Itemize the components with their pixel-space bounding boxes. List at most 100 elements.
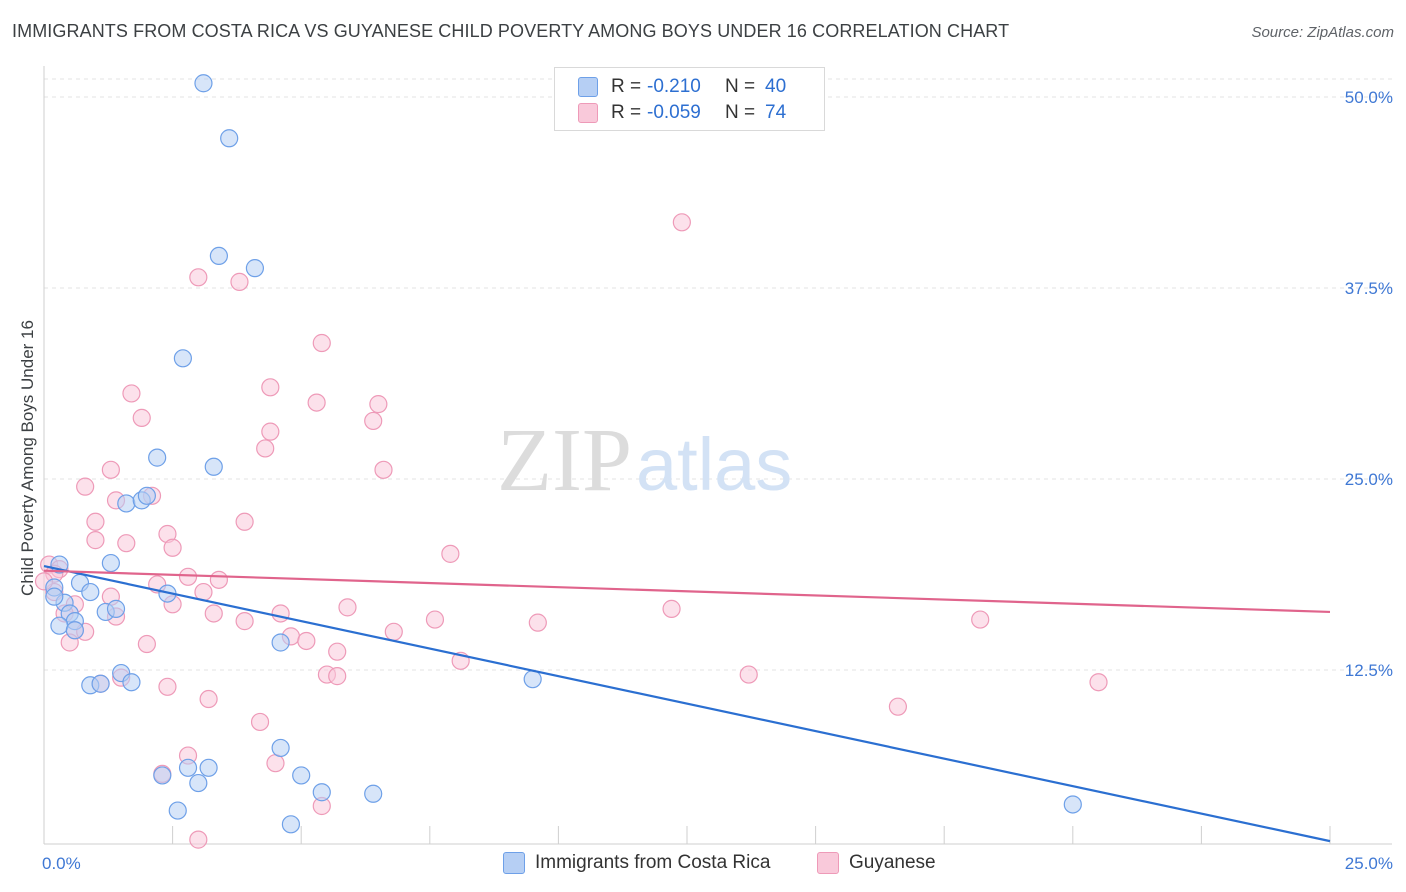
legend-r-label: R = <box>611 76 642 97</box>
point-costa-rica <box>364 784 383 803</box>
point-guyanese <box>158 677 177 696</box>
point-guyanese <box>204 604 223 623</box>
point-costa-rica <box>281 815 301 834</box>
point-costa-rica <box>209 246 228 266</box>
point-guyanese <box>199 689 218 709</box>
legend-label: Immigrants from Costa Rica <box>535 852 771 873</box>
legend-swatch-blue <box>503 852 525 874</box>
y-tick-labels: 12.5% 25.0% 37.5% 50.0% <box>1345 88 1393 680</box>
gridlines <box>44 78 1392 671</box>
legend-n-label: N = <box>725 102 756 123</box>
trend-lines <box>43 565 1331 843</box>
axes <box>43 66 1392 845</box>
point-costa-rica <box>312 783 331 802</box>
point-guyanese <box>86 531 105 550</box>
chart-title: IMMIGRANTS FROM COSTA RICA VS GUYANESE C… <box>12 21 1010 41</box>
point-costa-rica <box>45 587 64 606</box>
trend-line-costa-rica <box>43 565 1331 843</box>
point-guyanese <box>271 604 290 623</box>
legend-row-guyanese: R = -0.059 N = 74 <box>578 101 786 125</box>
point-guyanese <box>374 460 393 479</box>
trend-line-guyanese <box>43 569 1331 614</box>
point-guyanese <box>425 610 445 629</box>
source-label: Source: ZipAtlas.com <box>1251 24 1394 41</box>
point-guyanese <box>250 712 270 732</box>
point-guyanese <box>86 512 105 531</box>
watermark-zip: ZIP <box>497 411 632 510</box>
point-guyanese <box>266 754 285 773</box>
point-costa-rica <box>199 758 218 777</box>
point-costa-rica <box>178 758 198 777</box>
legend-swatch-pink <box>578 103 598 123</box>
series-costa-rica <box>45 74 1082 834</box>
point-guyanese <box>189 268 208 287</box>
point-guyanese <box>163 538 182 557</box>
point-costa-rica <box>245 259 265 278</box>
point-costa-rica <box>220 129 239 148</box>
point-guyanese <box>338 598 357 617</box>
point-costa-rica <box>91 674 110 693</box>
point-guyanese <box>971 610 990 629</box>
point-guyanese <box>307 393 326 412</box>
y-tick-label: 50.0% <box>1345 88 1393 107</box>
x-tick-labels: 0.0% 25.0% <box>42 854 1393 873</box>
point-costa-rica <box>1063 795 1082 814</box>
point-guyanese <box>662 599 681 618</box>
point-costa-rica <box>50 616 69 635</box>
legend-label: Guyanese <box>849 852 936 873</box>
stats-legend: R = -0.210 N = 40 R = -0.059 N = 74 <box>554 67 825 131</box>
point-guyanese <box>369 395 388 414</box>
watermark-atlas: atlas <box>636 423 792 506</box>
point-costa-rica <box>106 599 126 618</box>
point-costa-rica <box>137 486 156 505</box>
point-guyanese <box>384 622 403 641</box>
legend-n-label: N = <box>725 76 756 97</box>
point-guyanese <box>261 378 280 397</box>
point-guyanese <box>261 422 280 441</box>
point-guyanese <box>739 665 758 684</box>
legend-row-costa-rica: R = -0.210 N = 40 <box>578 75 786 99</box>
point-costa-rica <box>271 633 290 652</box>
legend-item-guyanese[interactable]: Guyanese <box>817 852 936 874</box>
point-guyanese <box>189 830 208 849</box>
legend-item-costa-rica[interactable]: Immigrants from Costa Rica <box>503 852 770 874</box>
point-guyanese <box>137 634 156 654</box>
point-guyanese <box>122 384 141 403</box>
point-guyanese <box>672 213 691 232</box>
point-guyanese <box>441 544 460 563</box>
point-costa-rica <box>81 582 100 602</box>
legend-swatch-blue <box>578 77 598 97</box>
x-tick-label: 0.0% <box>42 854 81 873</box>
point-costa-rica <box>122 673 141 692</box>
point-guyanese <box>178 567 198 586</box>
point-costa-rica <box>204 457 223 476</box>
point-guyanese <box>364 411 383 431</box>
point-guyanese <box>230 272 249 291</box>
point-costa-rica <box>271 738 290 758</box>
point-guyanese <box>132 408 151 427</box>
point-guyanese <box>312 333 331 353</box>
point-guyanese <box>888 697 908 716</box>
series-guyanese <box>34 213 1108 849</box>
y-tick-label: 25.0% <box>1345 470 1393 489</box>
point-costa-rica <box>189 773 208 793</box>
point-costa-rica <box>65 621 84 640</box>
point-guyanese <box>328 667 347 686</box>
point-guyanese <box>256 439 275 458</box>
point-costa-rica <box>523 670 542 689</box>
point-guyanese <box>528 613 547 632</box>
point-costa-rica <box>117 494 136 513</box>
point-costa-rica <box>168 801 187 820</box>
point-costa-rica <box>194 74 213 93</box>
y-tick-label: 12.5% <box>1345 661 1393 680</box>
watermark: ZIP atlas <box>497 411 792 510</box>
point-costa-rica <box>153 766 172 785</box>
point-costa-rica <box>101 553 120 573</box>
series-legend: Immigrants from Costa Rica Guyanese <box>0 852 1406 878</box>
x-tick-label: 25.0% <box>1345 854 1393 873</box>
legend-r-value: -0.210 <box>647 76 701 97</box>
legend-n-value: 40 <box>765 76 787 97</box>
point-costa-rica <box>173 349 192 368</box>
point-guyanese <box>235 612 254 631</box>
